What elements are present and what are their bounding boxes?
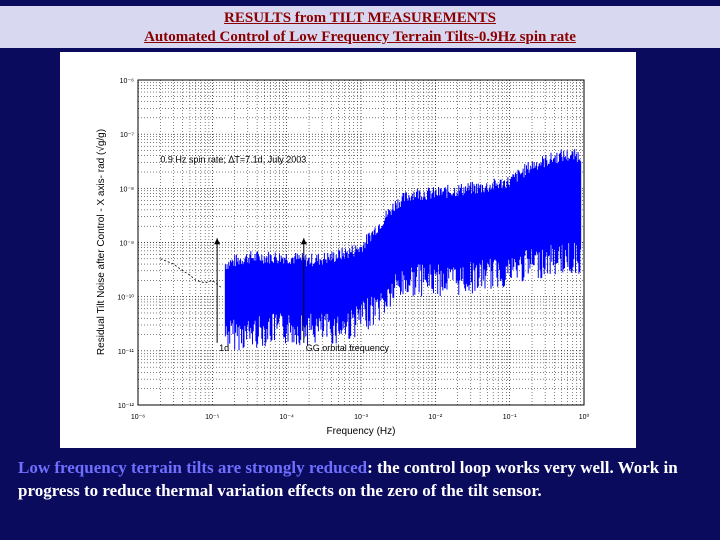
slide-title-band: RESULTS from TILT MEASUREMENTS Automated… [0, 6, 720, 48]
y-tick-label: 10⁻⁹ [120, 241, 134, 248]
x-tick-label: 10⁻³ [354, 414, 368, 421]
slide-subtitle: Automated Control of Low Frequency Terra… [144, 29, 576, 45]
caption-text: : the control loop works very well. Work… [18, 458, 678, 500]
y-tick-label: 10⁻⁶ [120, 78, 134, 85]
y-tick-label: 10⁻⁷ [120, 132, 134, 139]
tick-labels: 10⁻⁶ 10⁻⁵ 10⁻⁴ 10⁻³ 10⁻² 10⁻¹ 10⁰ 10⁻¹² 10⁻¹¹ 10⁻… [117, 78, 589, 421]
slide-caption: Low frequency terrain tilts are strongly… [18, 456, 708, 502]
annotation-1: 1d [219, 343, 229, 353]
x-tick-label: 10⁻² [428, 414, 442, 421]
slide-title: RESULTS from TILT MEASUREMENTS [224, 10, 496, 26]
y-tick-label: 10⁻¹¹ [118, 349, 135, 356]
chart-svg: 10⁻⁶ 10⁻⁵ 10⁻⁴ 10⁻³ 10⁻² 10⁻¹ 10⁰ 10⁻¹² 10⁻¹¹ 10⁻… [95, 78, 589, 437]
y-tick-label: 10⁻¹⁰ [117, 294, 134, 302]
y-axis-label: Residual Tilt Noise after Control - X ax… [95, 129, 107, 355]
x-tick-label: 10⁻¹ [503, 414, 517, 421]
annotation-2: GG orbital frequency [306, 343, 390, 353]
x-tick-label: 10⁻⁶ [131, 414, 145, 421]
y-tick-label: 10⁻¹² [118, 403, 135, 410]
annotations: 0.9 Hz spin rate; ΔT=7.1d, July 2003 1d GG… [160, 154, 389, 352]
caption-highlight: Low frequency terrain tilts are strongly… [18, 458, 368, 477]
chart-figure: 10⁻⁶ 10⁻⁵ 10⁻⁴ 10⁻³ 10⁻² 10⁻¹ 10⁰ 10⁻¹² 10⁻¹¹ 10⁻… [60, 52, 636, 448]
x-tick-label: 10⁻⁵ [205, 414, 219, 421]
series-1-line [160, 258, 222, 288]
x-tick-label: 10⁻⁴ [279, 414, 294, 421]
x-tick-label: 10⁰ [579, 413, 590, 421]
annotation-arrowhead-1 [214, 238, 221, 245]
y-tick-label: 10⁻⁸ [120, 186, 134, 193]
annotation-0: 0.9 Hz spin rate; ΔT=7.1d, July 2003 [160, 154, 306, 164]
x-axis-label: Frequency (Hz) [327, 426, 396, 437]
annotation-arrowhead-2 [300, 238, 307, 245]
